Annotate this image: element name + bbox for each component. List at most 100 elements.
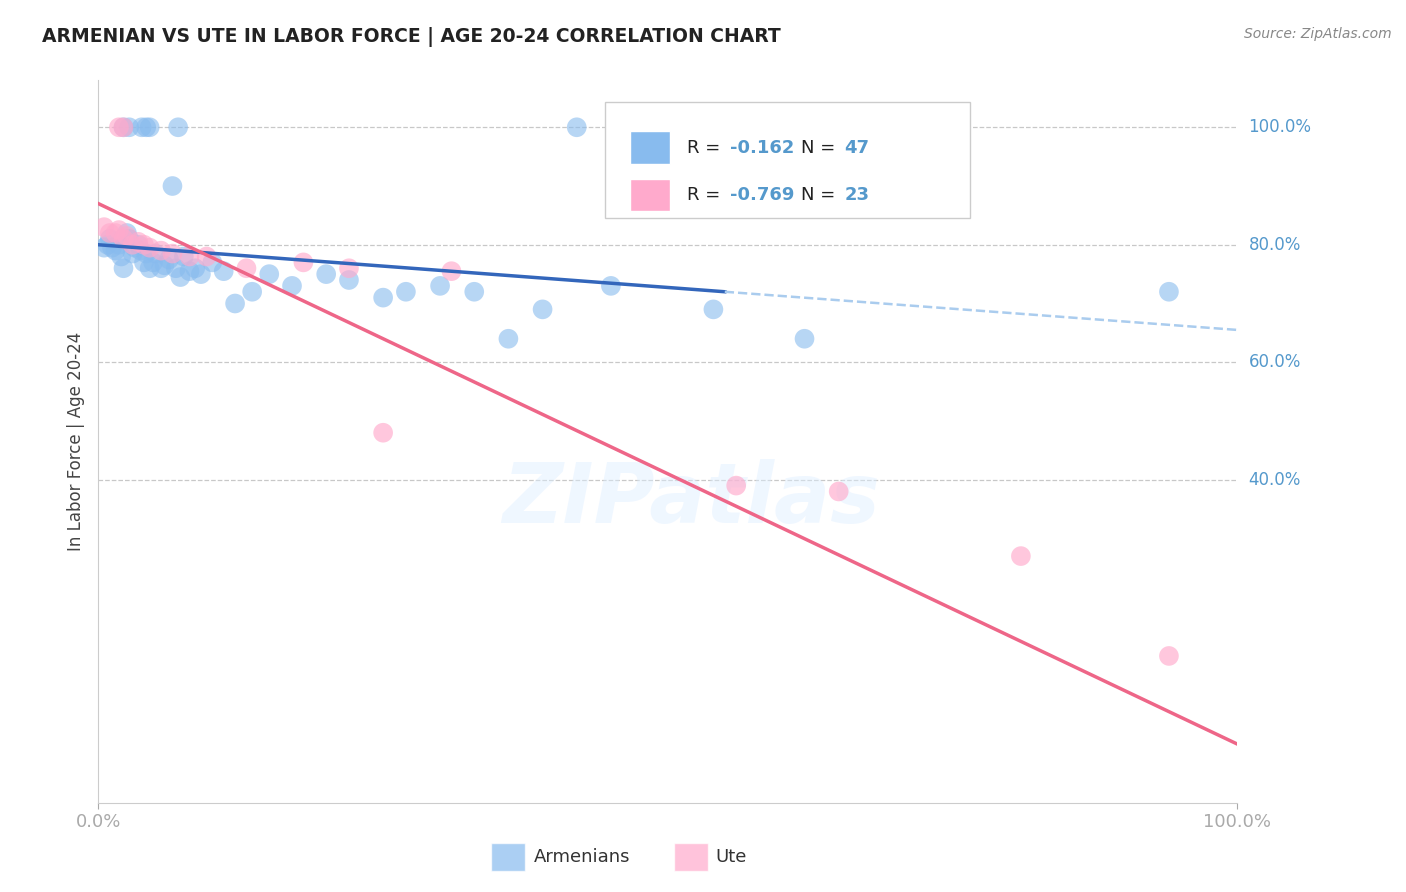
- Point: [828, 484, 851, 499]
- Point: [337, 273, 360, 287]
- Point: [259, 267, 281, 281]
- Point: [153, 258, 176, 272]
- Point: [138, 241, 160, 255]
- Point: [179, 264, 201, 278]
- Point: [1157, 648, 1180, 663]
- Point: [157, 252, 180, 267]
- Text: 100.0%: 100.0%: [1249, 119, 1312, 136]
- Point: [292, 255, 315, 269]
- Point: [463, 285, 485, 299]
- Point: [132, 255, 155, 269]
- Point: [195, 250, 218, 264]
- Point: [138, 120, 160, 135]
- Point: [115, 229, 138, 244]
- Point: [150, 261, 173, 276]
- Point: [315, 267, 337, 281]
- Point: [129, 244, 152, 258]
- Point: [371, 425, 394, 440]
- Point: [112, 261, 135, 276]
- Point: [600, 278, 623, 293]
- Point: [725, 478, 748, 492]
- Point: [118, 232, 141, 246]
- Text: Source: ZipAtlas.com: Source: ZipAtlas.com: [1244, 27, 1392, 41]
- Point: [165, 261, 187, 276]
- Text: N =: N =: [801, 186, 841, 204]
- Point: [179, 250, 201, 264]
- Point: [150, 244, 173, 258]
- Point: [440, 264, 463, 278]
- Point: [167, 120, 190, 135]
- Text: 23: 23: [845, 186, 869, 204]
- Point: [98, 232, 121, 246]
- FancyBboxPatch shape: [605, 102, 970, 218]
- Point: [162, 179, 184, 194]
- Point: [124, 241, 146, 255]
- Point: [184, 261, 207, 276]
- Point: [212, 264, 235, 278]
- Point: [162, 246, 184, 260]
- Point: [121, 246, 143, 260]
- Point: [131, 120, 153, 135]
- Point: [169, 270, 191, 285]
- Point: [240, 285, 263, 299]
- Point: [108, 223, 131, 237]
- Point: [108, 120, 131, 135]
- Point: [104, 244, 127, 258]
- Point: [145, 246, 167, 260]
- Text: -0.162: -0.162: [731, 138, 794, 157]
- FancyBboxPatch shape: [630, 131, 671, 164]
- Point: [793, 332, 815, 346]
- Text: ARMENIAN VS UTE IN LABOR FORCE | AGE 20-24 CORRELATION CHART: ARMENIAN VS UTE IN LABOR FORCE | AGE 20-…: [42, 27, 780, 46]
- Text: 40.0%: 40.0%: [1249, 471, 1301, 489]
- Text: 80.0%: 80.0%: [1249, 235, 1301, 253]
- Point: [112, 120, 135, 135]
- Point: [127, 235, 149, 249]
- Text: 60.0%: 60.0%: [1249, 353, 1301, 371]
- Point: [127, 237, 149, 252]
- Point: [142, 255, 165, 269]
- Point: [702, 302, 724, 317]
- Point: [498, 332, 520, 346]
- Point: [110, 250, 132, 264]
- Text: N =: N =: [801, 138, 841, 157]
- Text: R =: R =: [688, 186, 727, 204]
- Point: [93, 220, 115, 235]
- Point: [235, 261, 257, 276]
- Point: [1010, 549, 1032, 563]
- Text: 47: 47: [845, 138, 869, 157]
- Point: [337, 261, 360, 276]
- Point: [190, 267, 212, 281]
- Point: [104, 226, 127, 240]
- Text: ZIPatlas: ZIPatlas: [502, 458, 880, 540]
- Point: [108, 237, 131, 252]
- FancyBboxPatch shape: [673, 843, 707, 871]
- Point: [135, 120, 157, 135]
- Point: [429, 278, 451, 293]
- Point: [135, 246, 157, 260]
- Point: [395, 285, 418, 299]
- Point: [565, 120, 588, 135]
- Text: Ute: Ute: [716, 848, 747, 866]
- Point: [1157, 285, 1180, 299]
- Text: -0.769: -0.769: [731, 186, 794, 204]
- Point: [96, 237, 118, 252]
- Point: [531, 302, 554, 317]
- Point: [281, 278, 304, 293]
- Point: [112, 232, 135, 246]
- Point: [112, 120, 135, 135]
- Point: [98, 226, 121, 240]
- Point: [173, 250, 195, 264]
- Point: [121, 237, 143, 252]
- Point: [93, 241, 115, 255]
- Point: [201, 255, 224, 269]
- Text: R =: R =: [688, 138, 727, 157]
- FancyBboxPatch shape: [491, 843, 526, 871]
- Point: [132, 237, 155, 252]
- Y-axis label: In Labor Force | Age 20-24: In Labor Force | Age 20-24: [66, 332, 84, 551]
- Point: [115, 226, 138, 240]
- Text: Armenians: Armenians: [533, 848, 630, 866]
- Point: [138, 261, 160, 276]
- Point: [224, 296, 246, 310]
- Point: [371, 291, 394, 305]
- FancyBboxPatch shape: [630, 179, 671, 211]
